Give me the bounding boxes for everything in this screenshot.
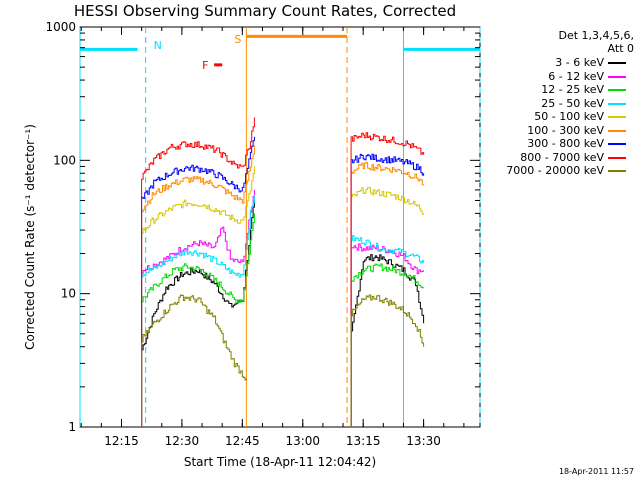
series-line-0-segment-0 [141,200,255,427]
legend-label: 6 - 12 keV [548,69,604,83]
legend-entry: 50 - 100 keV [470,110,630,123]
series-line-5-segment-1 [350,161,425,427]
y-tick-label: 1000 [45,20,76,34]
legend-swatch [608,143,626,145]
legend-label: 3 - 6 keV [555,56,604,69]
legend-swatch [608,89,626,91]
x-tick-label: 13:00 [285,434,320,448]
night-label: N [154,39,162,52]
series-line-2-segment-1 [350,263,425,427]
series-line-3-segment-0 [141,195,255,427]
series-line-6-segment-1 [350,153,425,427]
series-line-4-segment-0 [141,166,255,427]
x-tick-label: 12:15 [104,434,139,448]
series-line-6-segment-0 [141,136,255,427]
legend-swatch [608,102,626,105]
y-tick-label: 100 [53,153,76,167]
flare-label: F [202,59,208,72]
legend-label: 100 - 300 keV [527,123,604,137]
legend-entry: 100 - 300 keV [470,124,630,137]
legend-swatch [608,75,626,78]
series-line-4-segment-1 [350,187,425,427]
series-line-3-segment-1 [350,235,425,427]
legend-swatch [608,62,626,64]
saa-label: S [234,33,241,46]
legend-entry: 800 - 7000 keV [470,151,630,164]
series-line-0-segment-1 [350,254,425,427]
series-line-5-segment-0 [141,145,255,427]
x-axis-title: Start Time (18-Apr-11 12:04:42) [183,455,377,469]
series-line-7-segment-1 [350,132,425,427]
series-line-8-segment-0 [141,294,247,427]
legend-entry: 25 - 50 keV [470,97,630,110]
x-tick-label: 12:45 [225,434,260,448]
y-axis-title: Corrected Count Rate (s⁻¹ detector⁻¹) [23,124,37,350]
plot-frame [79,26,481,428]
series-line-7-segment-0 [141,117,255,427]
series-line-2-segment-0 [141,213,255,427]
plot-timestamp: 18-Apr-2011 11:57 [558,467,634,476]
legend-label: 12 - 25 keV [541,83,604,96]
legend-label: 7000 - 20000 keV [506,164,604,177]
x-tick-label: 13:15 [346,434,381,448]
legend-swatch [608,156,626,159]
legend-label: 25 - 50 keV [541,96,604,110]
legend-entry: 300 - 800 keV [470,137,630,150]
legend-entry: 3 - 6 keV [470,56,630,69]
x-tick-label: 12:30 [165,434,200,448]
legend-header-line-2: Att 0 [607,42,634,55]
x-tick-label: 13:30 [406,434,441,448]
legend-label: 800 - 7000 keV [520,150,604,164]
legend-label: 50 - 100 keV [534,110,604,123]
legend-header-line-1: Det 1,3,4,5,6, [558,29,634,42]
legend-swatch [608,170,626,172]
y-tick-label: 1 [68,420,76,434]
series-line-1-segment-1 [350,243,425,427]
legend-swatch [608,116,626,118]
series-line-1-segment-0 [141,189,255,427]
legend-swatch [608,129,626,132]
legend-entry: 12 - 25 keV [470,83,630,96]
series-line-8-segment-1 [350,294,425,427]
legend-entry: 7000 - 20000 keV [470,164,630,177]
legend-label: 300 - 800 keV [527,137,604,150]
chart-title: HESSI Observing Summary Count Rates, Cor… [73,2,457,20]
legend-entry: 6 - 12 keV [470,70,630,83]
y-tick-label: 10 [61,287,76,301]
